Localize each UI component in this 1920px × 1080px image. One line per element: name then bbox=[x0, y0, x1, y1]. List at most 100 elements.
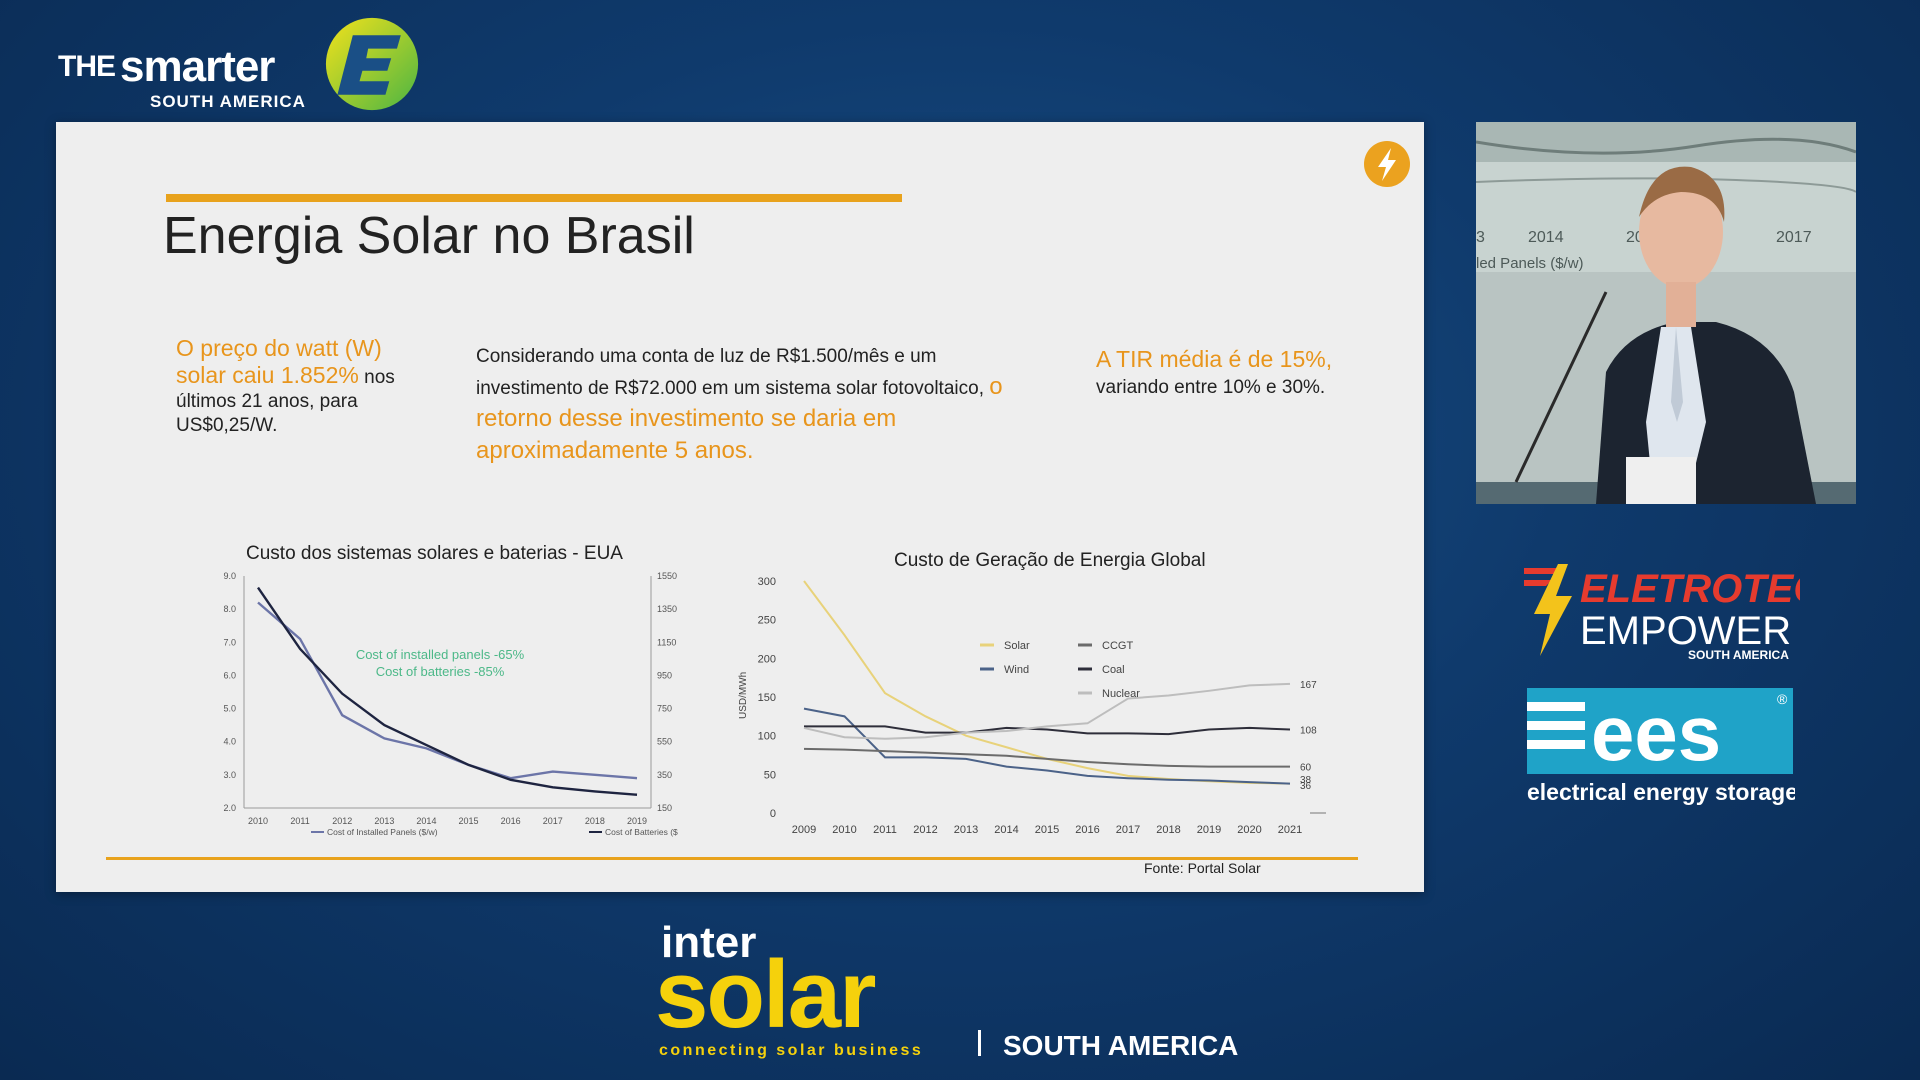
registered-icon: ® bbox=[1777, 691, 1788, 707]
video-bg-year: 3 bbox=[1476, 229, 1485, 246]
speaker-video: 3 2014 201 2017 led Panels ($/w) bbox=[1476, 122, 1856, 504]
intersolar-top: inter bbox=[661, 918, 756, 967]
fact-investment-text: Considerando uma conta de luz de R$1.500… bbox=[476, 346, 990, 399]
y2-tick-label: 1350 bbox=[657, 604, 677, 614]
x-tick-label: 2014 bbox=[416, 816, 436, 826]
fact-watt-price: O preço do watt (W) solar caiu 1.852% no… bbox=[176, 336, 426, 438]
logo-region: SOUTH AMERICA bbox=[150, 92, 306, 111]
series-line bbox=[257, 586, 638, 796]
video-bg-year: 2017 bbox=[1776, 229, 1812, 246]
chart-us-solar-battery-costs: 9.0 8.0 7.0 6.0 5.0 4.0 3.0 2.0 1550 1350 1150 950 7… bbox=[223, 571, 678, 837]
legend-label: Cost of Batteries ($ bbox=[605, 827, 678, 837]
x-tick-label: 2018 bbox=[1156, 824, 1180, 836]
title-rule bbox=[166, 194, 902, 202]
x-tick-label: 2017 bbox=[1116, 824, 1140, 836]
series-line bbox=[803, 707, 1291, 785]
y-tick-label: 0 bbox=[770, 808, 776, 820]
y2-tick-label: 150 bbox=[657, 803, 672, 813]
end-label: 38 bbox=[1300, 775, 1312, 786]
logo-smarter: smarter bbox=[120, 42, 275, 91]
end-label: 60 bbox=[1300, 763, 1312, 774]
y-tick-label: 100 bbox=[758, 731, 776, 743]
series-line bbox=[804, 725, 1291, 736]
x-tick-label: 2010 bbox=[832, 824, 856, 836]
lightning-icon bbox=[1364, 141, 1410, 187]
fact-watt-text: nos últimos 21 anos, para US$0,25/W. bbox=[176, 367, 395, 436]
y2-tick-label: 750 bbox=[657, 704, 672, 714]
intersolar-logo: inter solar connecting solar business SO… bbox=[655, 905, 1295, 1075]
y-tick-label: 300 bbox=[758, 576, 776, 588]
y2-tick-label: 350 bbox=[657, 770, 672, 780]
legend-label: Cost of Installed Panels ($/w) bbox=[327, 827, 438, 837]
bottom-rule bbox=[106, 857, 1358, 860]
x-tick-label: 2020 bbox=[1237, 824, 1261, 836]
x-tick-label: 2019 bbox=[1197, 824, 1221, 836]
y-tick-label: 150 bbox=[758, 692, 776, 704]
legend-label: Wind bbox=[1004, 664, 1029, 676]
fact-investment: Considerando uma conta de luz de R$1.500… bbox=[476, 342, 1046, 468]
y-tick-label: 9.0 bbox=[223, 571, 236, 581]
eletrotec-region: SOUTH AMERICA bbox=[1688, 648, 1789, 660]
eletrotec-empower-logo: ELETROTEC EMPOWER SOUTH AMERICA bbox=[1520, 560, 1823, 662]
intersolar-slogan: connecting solar business bbox=[659, 1042, 923, 1059]
y-tick-label: 3.0 bbox=[223, 770, 236, 780]
legend-label: CCGT bbox=[1102, 640, 1133, 652]
end-label: 108 bbox=[1300, 725, 1317, 736]
x-tick-label: 2016 bbox=[1075, 824, 1099, 836]
x-tick-label: 2013 bbox=[954, 824, 978, 836]
x-tick-label: 2011 bbox=[873, 824, 897, 836]
x-tick-label: 2010 bbox=[248, 816, 268, 826]
x-tick-label: 2013 bbox=[374, 816, 394, 826]
fact-tir-highlight: A TIR média é de 15%, bbox=[1096, 346, 1333, 372]
x-tick-label: 2012 bbox=[913, 824, 937, 836]
eletrotec-line2: EMPOWER bbox=[1580, 609, 1791, 653]
e-letter-icon bbox=[325, 17, 419, 111]
y-tick-label: 200 bbox=[758, 653, 776, 665]
annotation: Cost of batteries -85% bbox=[376, 664, 505, 679]
x-tick-label: 2017 bbox=[543, 816, 563, 826]
video-bg-label: led Panels ($/w) bbox=[1476, 255, 1584, 272]
x-tick-label: 2016 bbox=[501, 816, 521, 826]
x-tick-label: 2018 bbox=[585, 816, 605, 826]
x-tick-label: 2021 bbox=[1278, 824, 1302, 836]
series-line bbox=[803, 580, 1291, 785]
end-label: 36 bbox=[1300, 781, 1312, 792]
intersolar-region: SOUTH AMERICA bbox=[1003, 1030, 1238, 1061]
slide-title: Energia Solar no Brasil bbox=[163, 207, 695, 265]
fact-tir: A TIR média é de 15%, variando entre 10%… bbox=[1096, 346, 1336, 401]
y-tick-label: 250 bbox=[758, 615, 776, 627]
chart-global-energy-cost: 300 250 200 150 100 50 0 USD/MWh 2009 2010 2011 201… bbox=[738, 576, 1326, 836]
y-tick-label: 7.0 bbox=[223, 637, 236, 647]
x-tick-label: 2012 bbox=[332, 816, 352, 826]
legend-label: Coal bbox=[1102, 664, 1125, 676]
y2-tick-label: 550 bbox=[657, 737, 672, 747]
fact-watt-highlight: O preço do watt (W) solar caiu 1.852% bbox=[176, 335, 382, 388]
y2-tick-label: 1150 bbox=[657, 637, 676, 647]
ees-mark: ees bbox=[1591, 689, 1721, 777]
chart2-title: Custo de Geração de Energia Global bbox=[894, 550, 1206, 571]
series-line bbox=[803, 682, 1291, 740]
y2-tick-label: 950 bbox=[657, 670, 672, 680]
y2-tick-label: 1550 bbox=[657, 571, 677, 581]
fact-investment-highlight: o retorno desse investimento se daria em… bbox=[476, 373, 1003, 464]
annotation: Cost of installed panels -65% bbox=[356, 647, 525, 662]
x-tick-label: 2009 bbox=[792, 824, 816, 836]
legend-label: Solar bbox=[1004, 640, 1030, 652]
y-tick-label: 5.0 bbox=[223, 704, 236, 714]
end-label: 167 bbox=[1300, 680, 1317, 691]
intersolar-main: solar bbox=[655, 941, 875, 1048]
ees-logo: ees ® electrical energy storage bbox=[1525, 688, 1798, 808]
video-bg-year: 2014 bbox=[1528, 229, 1564, 246]
logo-the: THE bbox=[58, 50, 116, 83]
y-tick-label: 50 bbox=[764, 769, 776, 781]
y-tick-label: 8.0 bbox=[223, 604, 236, 614]
x-tick-label: 2015 bbox=[459, 816, 479, 826]
thesmarter-e-logo: THE smarter SOUTH AMERICA bbox=[58, 14, 438, 114]
series-line bbox=[257, 601, 638, 780]
presentation-slide: Energia Solar no Brasil O preço do watt … bbox=[56, 122, 1424, 892]
fact-tir-text: variando entre 10% e 30%. bbox=[1096, 377, 1326, 398]
y-tick-label: 2.0 bbox=[223, 803, 236, 813]
y-tick-label: 4.0 bbox=[223, 737, 236, 747]
x-tick-label: 2019 bbox=[627, 816, 647, 826]
ees-tagline: electrical energy storage bbox=[1527, 779, 1795, 805]
